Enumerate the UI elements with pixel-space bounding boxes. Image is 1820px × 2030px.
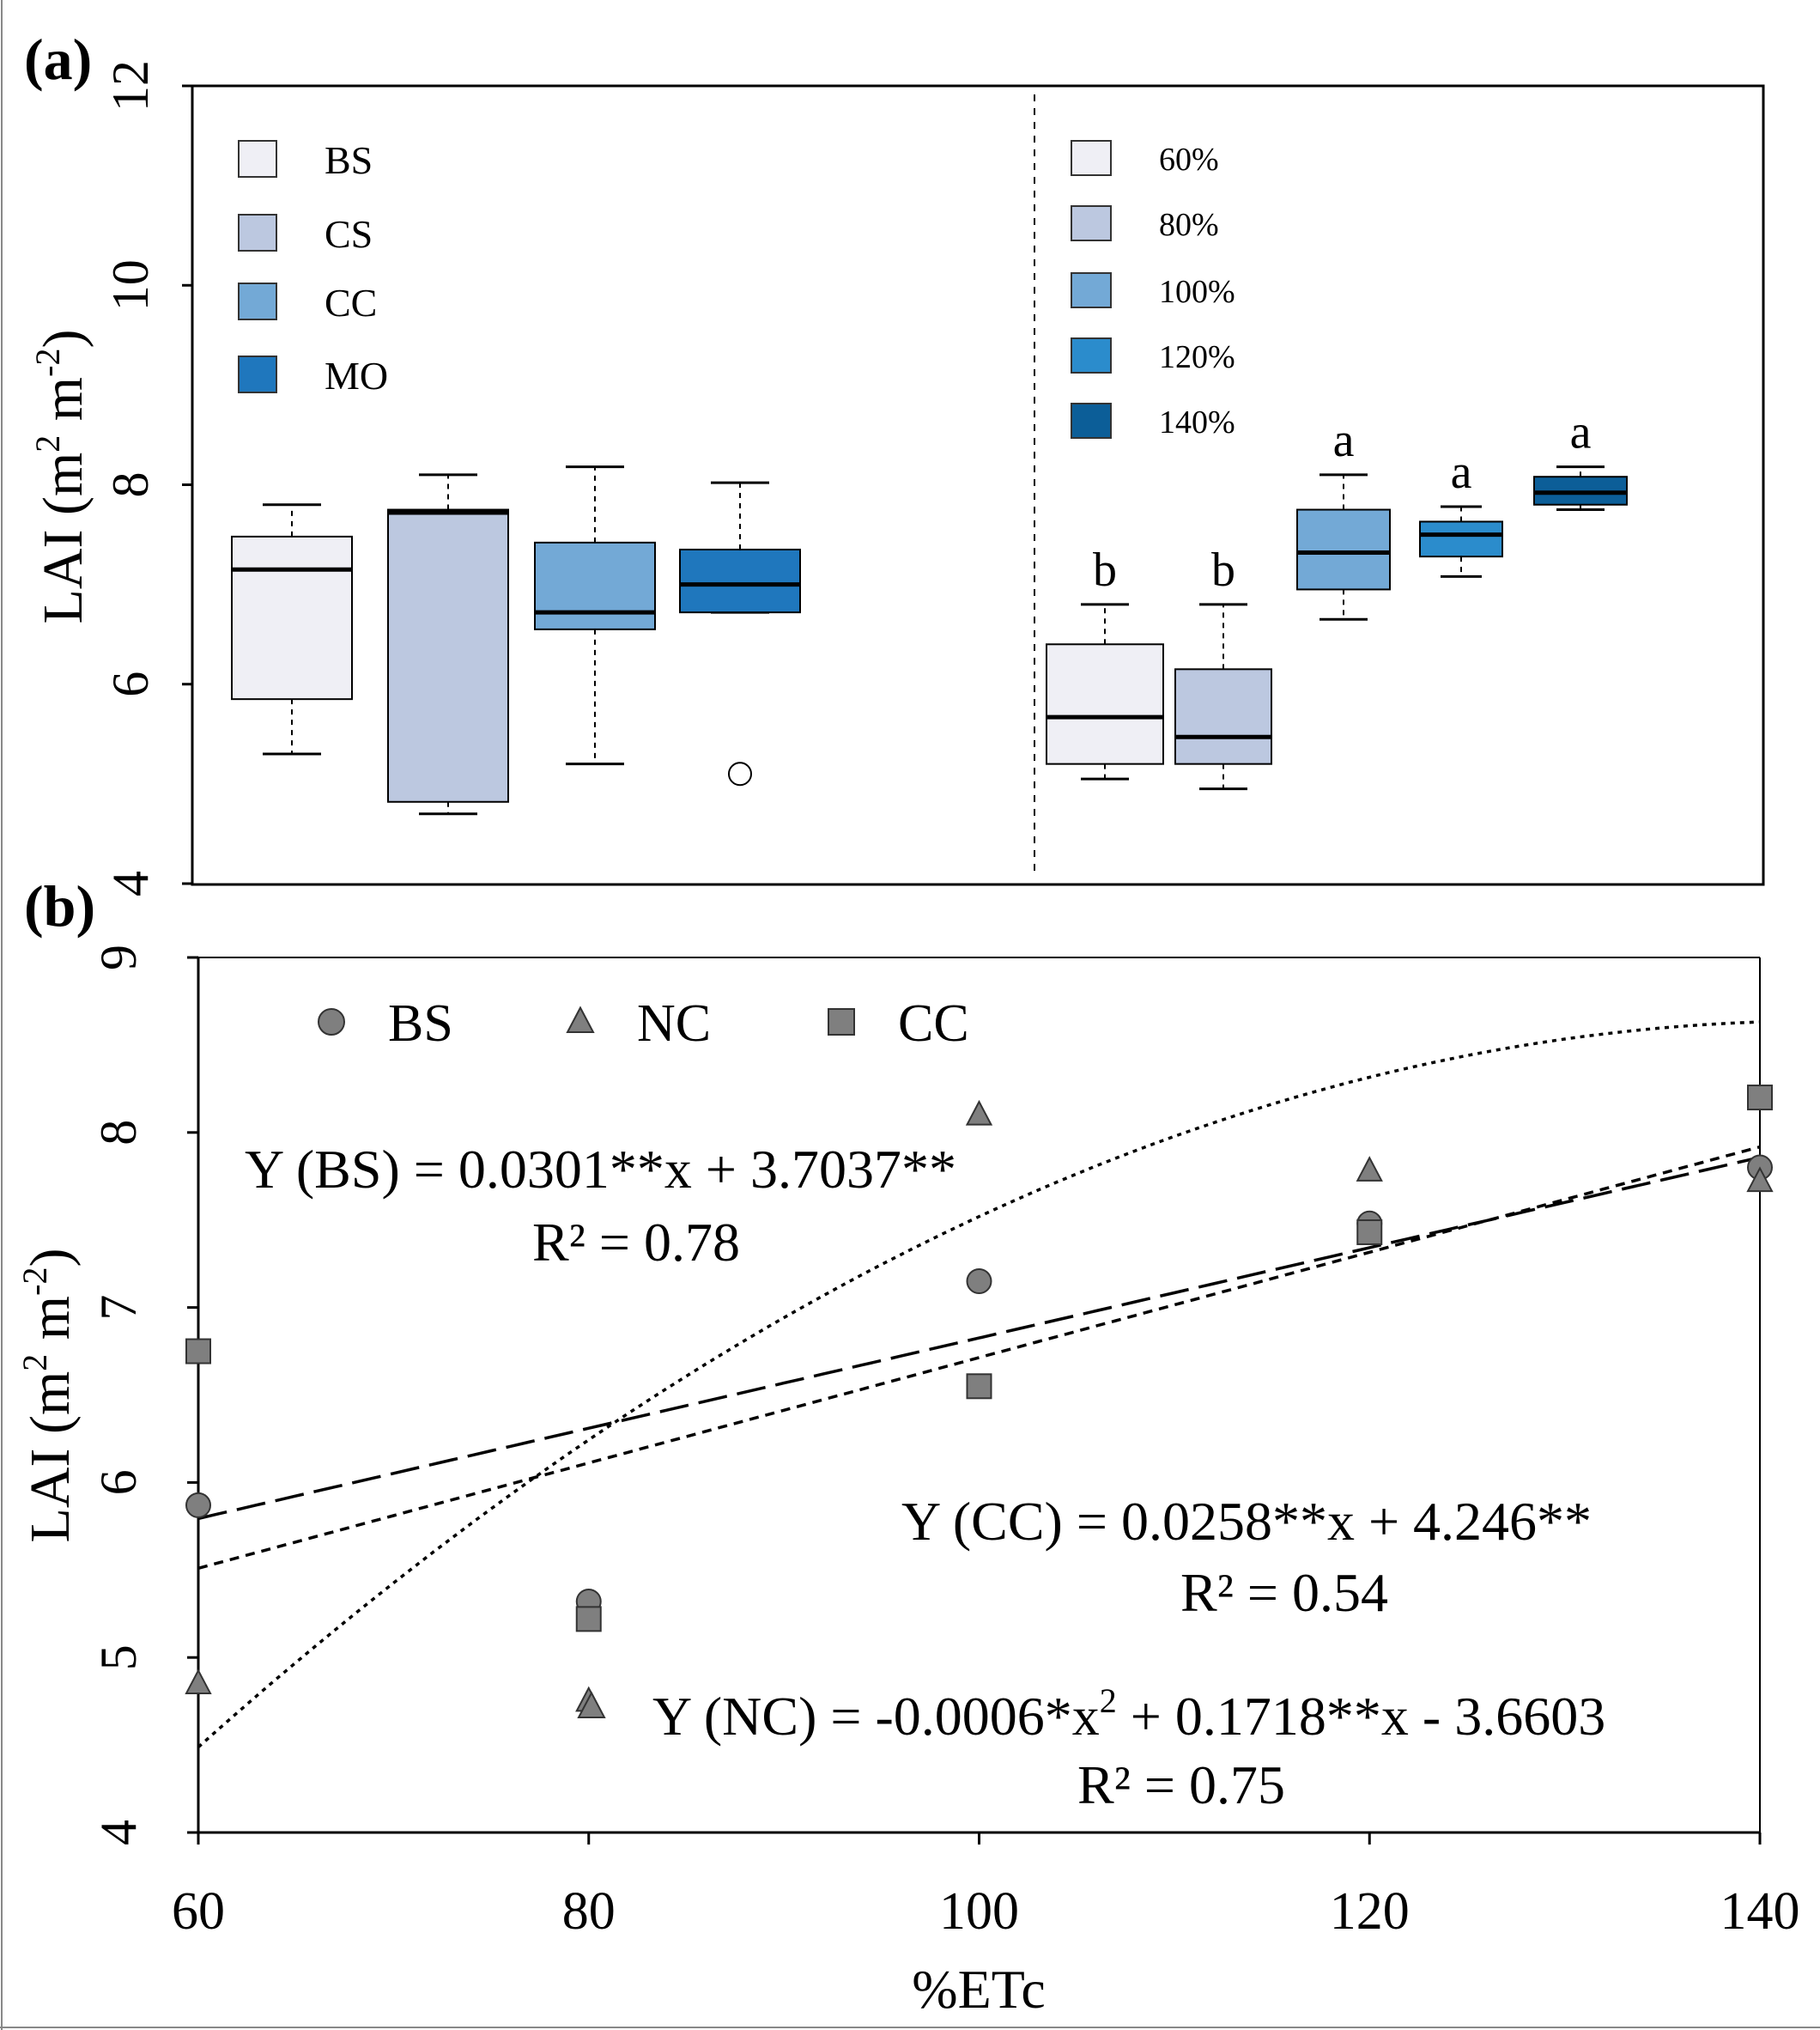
cc-equation: Y (CC) = 0.0258**x + 4.246** — [901, 1491, 1592, 1552]
box-CC — [534, 541, 656, 630]
y-tick-label: 9 — [90, 945, 147, 970]
y-tick-label: 4 — [102, 871, 159, 896]
panel-b-annotations: Y (BS) = 0.0301**x + 3.7037** R² = 0.78 … — [245, 1139, 1605, 1815]
x-tick-label: 140 — [1720, 1882, 1800, 1941]
point-CC — [1747, 1085, 1773, 1111]
box-120% — [1419, 520, 1503, 558]
legend-label: BS — [388, 994, 453, 1053]
nc-r-squared: R² = 0.75 — [1077, 1754, 1285, 1815]
panel-a-label: (a) — [24, 27, 92, 92]
panel-b: (b) 4 5 6 7 8 9 60 80 100 120 140 LAI (m2 m-2) %E… — [15, 873, 1800, 2020]
legend-swatch — [1071, 403, 1112, 439]
point-NC — [185, 1668, 212, 1694]
legend-swatch — [238, 356, 277, 393]
panel-b-fit-lines — [197, 1020, 1761, 1748]
y-tick-label: 12 — [102, 60, 159, 112]
point-CC — [185, 1338, 211, 1364]
legend-swatch — [1071, 337, 1112, 374]
legend-label: 100% — [1159, 274, 1235, 310]
cc-r-squared: R² = 0.54 — [1180, 1562, 1388, 1623]
panel-a-y-axis-label: LAI (m2 m-2) — [28, 330, 94, 624]
box-outlier — [728, 762, 752, 787]
panel-a: (a) 4 6 8 10 12 LAI (m2 m-2) BS CS CC MO 60% 80%… — [24, 27, 1765, 896]
x-tick-label: 80 — [562, 1882, 616, 1941]
legend-label: MO — [325, 354, 388, 398]
box-80% — [1174, 668, 1272, 765]
y-tick-label: 4 — [90, 1820, 147, 1845]
y-tick-label: 5 — [90, 1644, 147, 1670]
box-60% — [1046, 643, 1164, 765]
nc-equation: Y (NC) = -0.0006*x2 + 0.1718**x - 3.6603 — [652, 1681, 1605, 1747]
point-BS — [185, 1492, 211, 1518]
fit-line-CC — [197, 1155, 1761, 1521]
y-tick-label: 8 — [102, 472, 159, 498]
box-CS — [387, 508, 509, 803]
legend-swatch — [1071, 272, 1112, 308]
legend-label: 140% — [1159, 404, 1235, 441]
legend-swatch — [1071, 205, 1112, 241]
legend-label: CC — [325, 281, 377, 325]
significance-letter: b — [1093, 544, 1117, 597]
panel-b-y-axis-label: LAI (m2 m-2) — [15, 1249, 82, 1543]
box-MO — [679, 548, 801, 614]
point-NC — [1746, 1166, 1774, 1193]
x-tick-label: 120 — [1330, 1882, 1410, 1941]
panel-b-x-axis-label: %ETc — [912, 1959, 1045, 2020]
legend-swatch — [238, 140, 277, 178]
legend-marker-BS — [318, 1008, 345, 1036]
legend-label: CS — [325, 212, 373, 256]
legend-marker-CC — [828, 1008, 855, 1036]
fit-line-BS — [197, 1145, 1761, 1570]
legend-marker-NC — [566, 1006, 595, 1033]
bs-equation: Y (BS) = 0.0301**x + 3.7037** — [245, 1139, 956, 1200]
legend-label: 120% — [1159, 339, 1235, 375]
y-tick-label: 6 — [90, 1469, 147, 1495]
legend-swatch — [238, 214, 277, 252]
bs-r-squared: R² = 0.78 — [532, 1212, 740, 1273]
legend-label: CC — [898, 994, 969, 1053]
legend-label: 60% — [1159, 142, 1219, 178]
fit-line-NC — [197, 1020, 1761, 1748]
box-BS — [231, 535, 353, 701]
panel-a-boxes: b b a a a — [231, 406, 1628, 816]
significance-letter: a — [1570, 406, 1592, 459]
point-BS — [966, 1268, 992, 1295]
panel-a-y-axis: 4 6 8 10 12 — [102, 60, 192, 896]
point-CC — [966, 1373, 992, 1400]
box-100% — [1296, 508, 1391, 591]
x-tick-label: 60 — [172, 1882, 225, 1941]
y-tick-label: 6 — [102, 672, 159, 697]
y-tick-label: 8 — [90, 1120, 147, 1146]
significance-letter: a — [1333, 414, 1355, 467]
nc-equation-marker — [577, 1691, 606, 1718]
panel-a-legend-irrigation: 60% 80% 100% 120% 140% — [1071, 140, 1235, 441]
point-NC — [1356, 1156, 1383, 1182]
panel-b-legend: BS NC CC — [318, 994, 969, 1718]
legend-label: BS — [325, 138, 373, 182]
y-tick-label: 10 — [102, 259, 159, 311]
y-tick-label: 7 — [90, 1295, 147, 1321]
point-NC — [965, 1099, 993, 1126]
legend-label: 80% — [1159, 207, 1219, 243]
x-tick-label: 100 — [939, 1882, 1019, 1941]
panel-b-label: (b) — [24, 873, 95, 939]
significance-letter: b — [1211, 544, 1235, 597]
legend-label: NC — [637, 994, 711, 1053]
panel-b-y-axis: 4 5 6 7 8 9 — [90, 945, 198, 1845]
point-CC — [575, 1606, 602, 1632]
legend-swatch — [238, 283, 277, 320]
panel-a-legend-cover: BS CS CC MO — [238, 138, 388, 398]
significance-letter: a — [1451, 446, 1472, 499]
panel-b-x-axis: 60 80 100 120 140 — [172, 1832, 1800, 1941]
legend-swatch — [1071, 140, 1112, 176]
point-CC — [1356, 1219, 1383, 1245]
